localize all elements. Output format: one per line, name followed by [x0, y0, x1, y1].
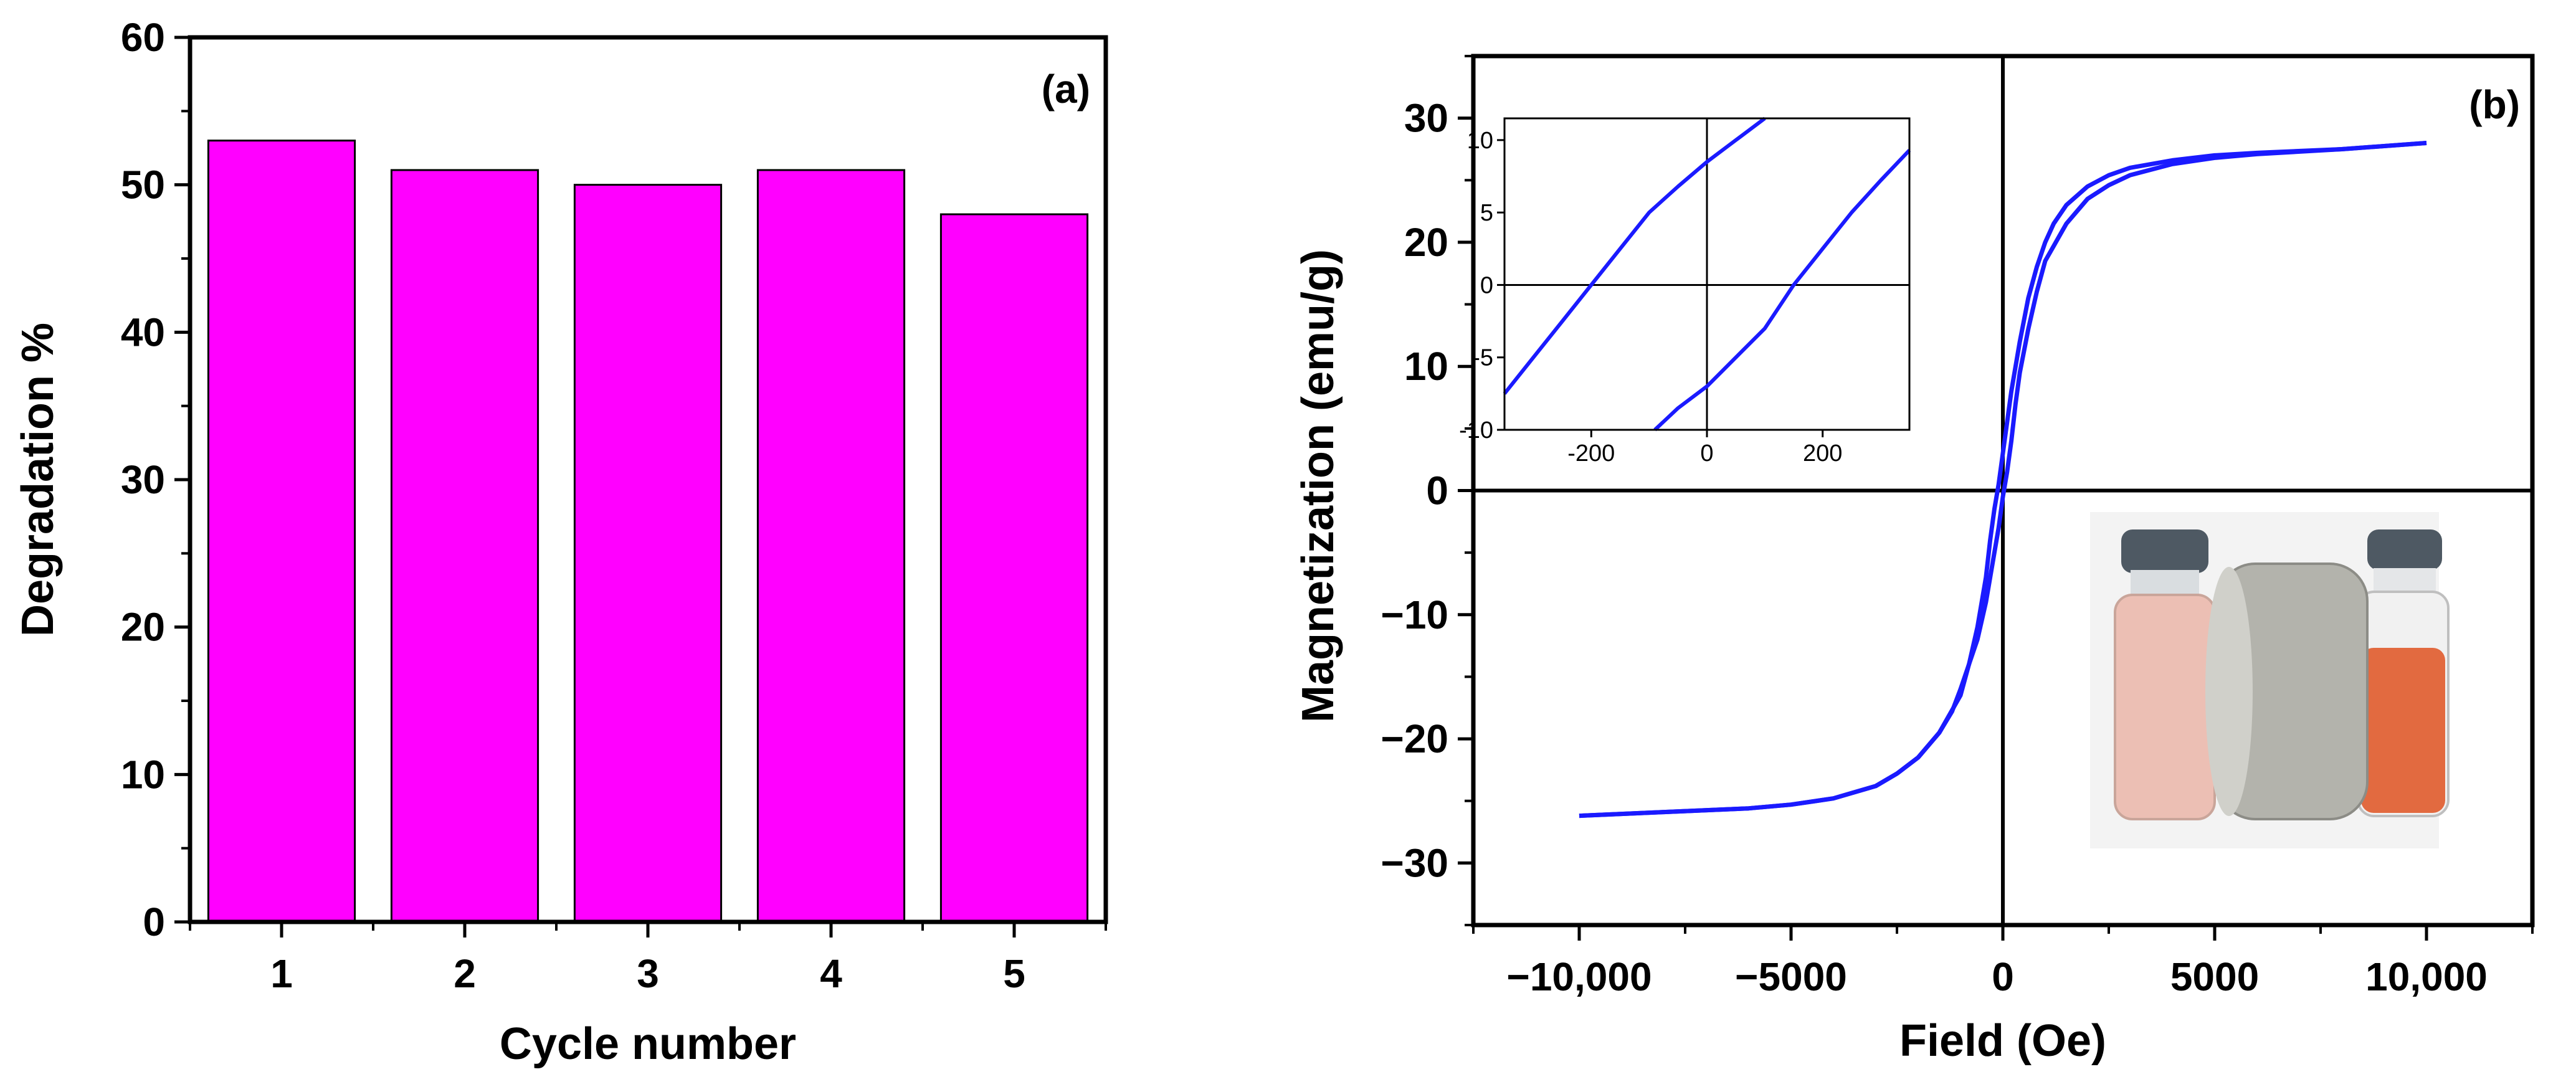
- y-axis-ticks: 0 10 20 30 40 50 60: [121, 15, 190, 944]
- y-tick-label: 50: [121, 163, 165, 207]
- y-tick-label: 0: [1426, 468, 1448, 513]
- coercivity-inset-chart: -10 -5 0 5 10 -200 0 200: [1459, 116, 1911, 467]
- x-axis-ticks: 1 2 3 4 5: [189, 922, 1107, 996]
- bar-cycle-1: [207, 140, 356, 923]
- x-tick-label: −10,000: [1506, 954, 1652, 999]
- bar-series: [207, 140, 1089, 923]
- y-tick-label: 10: [1404, 344, 1448, 389]
- hysteresis-loop: [1579, 141, 2427, 819]
- x-tick-label: 4: [820, 951, 842, 996]
- series-line-2: [1579, 141, 2427, 819]
- y-tick-label: −20: [1381, 716, 1448, 761]
- panel-label-b: (b): [2469, 82, 2520, 127]
- y-axis-ticks: −30 −20 −10 0 10 20 30: [1381, 55, 1473, 926]
- y-tick-label: 10: [121, 752, 165, 797]
- y-tick-label: 30: [121, 457, 165, 502]
- x-axis-title: Field (Oe): [1899, 1016, 2106, 1066]
- x-tick-label: −5000: [1735, 954, 1847, 999]
- bar-cycle-5: [939, 213, 1089, 923]
- inset-y-tick-label: -10: [1459, 417, 1493, 444]
- left-vial-body: [2114, 594, 2216, 820]
- y-tick-label: 20: [121, 605, 165, 650]
- inset-series-line-1: [1503, 116, 1766, 395]
- right-vial-cap: [2367, 529, 2442, 570]
- x-tick-label: 2: [454, 951, 476, 996]
- inset-y-tick-label: 0: [1480, 272, 1493, 298]
- x-axis-title: Cycle number: [500, 1019, 796, 1069]
- bar-cycle-2: [390, 169, 539, 923]
- x-tick-label: 5000: [2170, 954, 2259, 999]
- y-axis-title: Magnetization (emu/g): [1293, 249, 1343, 723]
- inset-hysteresis-curves: [1503, 116, 1911, 432]
- inset-x-ticks: -200 0 200: [1567, 430, 1842, 467]
- y-tick-label: 0: [143, 900, 165, 944]
- x-tick-label: 5: [1003, 951, 1025, 996]
- y-tick-label: 20: [1404, 220, 1448, 265]
- x-tick-label: 10,000: [2365, 954, 2488, 999]
- left-vial-cap: [2121, 529, 2208, 573]
- inset-x-tick-label: 200: [1803, 440, 1842, 467]
- bar-cycle-3: [573, 184, 723, 923]
- inset-zero-axis-lines: [1504, 118, 1909, 430]
- x-tick-label: 3: [637, 951, 659, 996]
- inset-x-tick-label: 0: [1700, 440, 1713, 467]
- x-tick-label: 0: [1992, 954, 2014, 999]
- vial-magnet-photo: [2090, 512, 2450, 848]
- panel-b-hysteresis-chart: -10 -5 0 5 10 -200 0 200 −30 −20 −10 0 10 20 30 −10,…: [1293, 54, 2535, 1066]
- y-tick-label: 60: [121, 15, 165, 60]
- y-axis-title: Degradation %: [13, 323, 63, 637]
- right-vial-liquid: [2361, 648, 2445, 813]
- y-tick-label: 40: [121, 310, 165, 354]
- inset-y-tick-label: 10: [1467, 128, 1493, 154]
- y-tick-label: −10: [1381, 592, 1448, 637]
- panel-a-bar-chart: 0 10 20 30 40 50 60 1 2 3 4 5 Degradation % Cycle …: [13, 15, 1108, 1069]
- magnet-face: [2205, 567, 2253, 816]
- inset-y-tick-label: -5: [1472, 345, 1493, 371]
- x-tick-label: 1: [270, 951, 293, 996]
- inset-y-ticks: -10 -5 0 5 10: [1459, 128, 1504, 444]
- inset-series-line-2: [1653, 149, 1911, 432]
- y-tick-label: 30: [1404, 96, 1448, 141]
- x-axis-ticks: −10,000 −5000 0 5000 10,000: [1472, 925, 2534, 999]
- panel-label-a: (a): [1042, 67, 1090, 112]
- inset-y-tick-label: 5: [1480, 200, 1493, 226]
- left-vial-neck: [2131, 570, 2199, 598]
- inset-x-tick-label: -200: [1567, 440, 1615, 467]
- y-tick-label: −30: [1381, 840, 1448, 885]
- bar-cycle-4: [756, 169, 906, 923]
